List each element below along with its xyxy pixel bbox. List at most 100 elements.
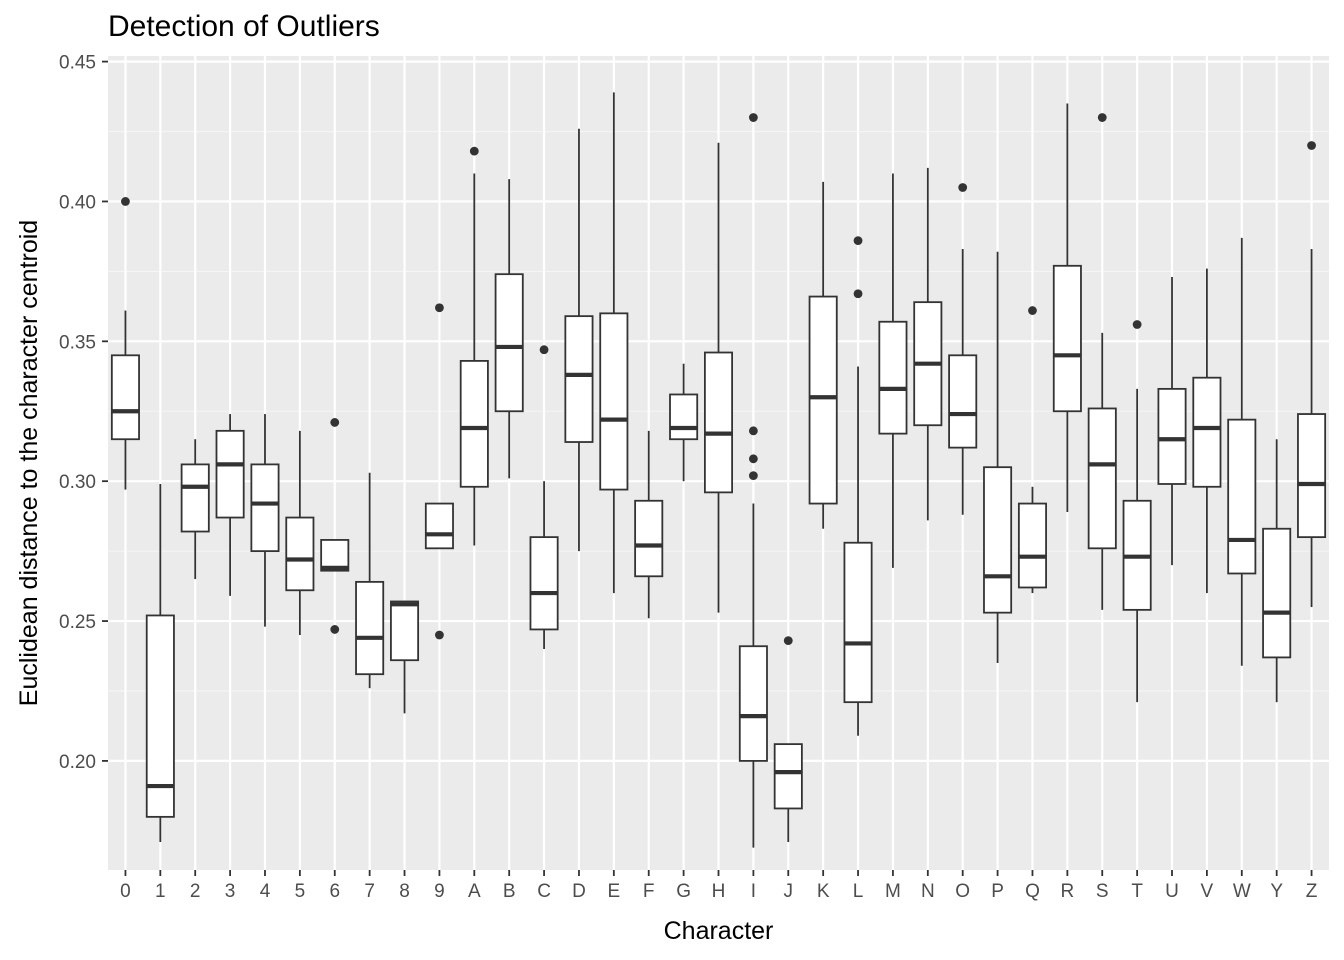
outlier-point [1097, 113, 1107, 122]
x-tick-label: 6 [329, 881, 340, 902]
x-tick-label: I [751, 881, 756, 902]
box-T [1122, 320, 1152, 703]
outlier-point [330, 625, 340, 634]
x-tick-label: P [991, 881, 1004, 902]
box-H [703, 142, 734, 613]
x-tick-label: 0 [120, 881, 131, 902]
box-body [215, 429, 245, 519]
box-body [738, 645, 768, 762]
x-tick-label: T [1131, 881, 1143, 902]
box-body [1052, 264, 1082, 413]
x-tick-label: 2 [190, 881, 201, 902]
x-tick-label: E [607, 881, 620, 902]
box-body [843, 541, 873, 704]
x-tick-label: N [921, 881, 935, 902]
x-tick-label: F [643, 881, 655, 902]
outlier-point [853, 236, 863, 246]
outlier-point [1307, 141, 1316, 150]
box-body [320, 539, 350, 572]
box-body [1192, 376, 1222, 488]
x-tick-label: 9 [434, 881, 445, 902]
box-2 [180, 439, 210, 580]
box-F [634, 430, 664, 619]
box-body [878, 320, 908, 435]
box-body [1017, 502, 1047, 589]
outlier-point [435, 303, 444, 313]
x-tick-label: 3 [225, 881, 236, 902]
box-6 [320, 418, 350, 634]
box-5 [285, 430, 315, 636]
outlier-point [330, 418, 340, 427]
x-tick-label: G [676, 881, 691, 902]
box-C [529, 345, 559, 650]
outlier-point [748, 454, 758, 464]
box-A [459, 146, 489, 546]
box-7 [355, 472, 385, 689]
x-tick-label: 7 [364, 881, 375, 902]
box-U [1157, 276, 1187, 566]
box-body [773, 743, 803, 810]
x-axis-title: Character [664, 917, 774, 945]
box-body [285, 516, 315, 592]
box-body [180, 463, 210, 533]
box-K [808, 181, 838, 529]
outlier-point [539, 345, 549, 355]
box-W [1227, 237, 1257, 666]
outlier-point [783, 636, 793, 646]
x-tick-label: R [1060, 881, 1074, 902]
box-O [948, 183, 978, 515]
box-body [703, 351, 734, 494]
box-L [843, 236, 873, 736]
outlier-point [748, 113, 758, 122]
box-body [634, 499, 664, 578]
box-Z [1297, 141, 1327, 608]
y-tick-label: 0.20 [59, 752, 96, 773]
outlier-point [469, 146, 479, 156]
y-axis: 0.20 0.25 0.30 0.35 0.40 0.45 [59, 53, 108, 773]
x-tick-label: 4 [260, 881, 271, 902]
box-body [250, 463, 280, 553]
x-tick-label: S [1096, 881, 1109, 902]
box-N [913, 167, 943, 521]
x-tick-label: M [885, 881, 901, 902]
chart-title: Detection of Outliers [108, 10, 380, 43]
x-tick-label: U [1165, 881, 1179, 902]
box-I [738, 113, 768, 848]
box-series [110, 92, 1327, 848]
box-R [1052, 103, 1082, 512]
outlier-point [121, 197, 130, 206]
box-M [878, 173, 908, 568]
box-4 [250, 414, 280, 627]
box-B [494, 179, 524, 479]
x-tick-label: Y [1270, 881, 1283, 902]
box-body [564, 315, 594, 443]
box-body [355, 580, 385, 676]
x-tick-label: D [572, 881, 586, 902]
box-0 [110, 197, 140, 490]
x-tick-label: C [537, 881, 551, 902]
box-E [599, 92, 629, 594]
outlier-point [435, 630, 444, 640]
outlier-point [1028, 306, 1037, 315]
box-body [599, 312, 629, 491]
x-tick-label: B [503, 881, 516, 902]
box-body [983, 466, 1013, 614]
y-tick-label: 0.45 [59, 53, 96, 74]
box-1 [145, 483, 175, 843]
y-tick-label: 0.35 [59, 332, 96, 353]
box-body [459, 360, 489, 488]
box-V [1192, 268, 1222, 594]
box-body [424, 502, 454, 550]
box-body [1297, 413, 1327, 539]
box-body [948, 354, 978, 449]
x-tick-label: H [712, 881, 726, 902]
box-3 [215, 414, 245, 596]
x-tick-label: K [817, 881, 830, 902]
box-8 [390, 600, 420, 714]
outlier-point [1132, 320, 1142, 329]
x-tick-label: J [784, 881, 794, 902]
box-body [390, 600, 420, 662]
box-P [983, 251, 1013, 664]
